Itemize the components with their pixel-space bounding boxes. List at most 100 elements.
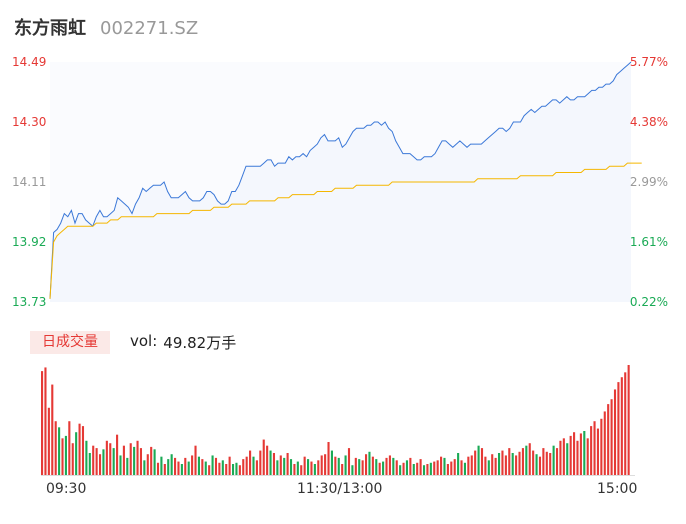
volume-bar bbox=[109, 443, 112, 475]
volume-bar bbox=[242, 459, 245, 475]
volume-bar bbox=[156, 462, 160, 475]
volume-bar bbox=[307, 459, 310, 475]
volume-bar bbox=[174, 457, 177, 475]
volume-bar bbox=[480, 448, 484, 475]
volume-bar bbox=[511, 453, 514, 475]
volume-bar bbox=[388, 455, 391, 475]
volume-bar bbox=[470, 455, 473, 475]
volume-bar bbox=[272, 453, 276, 475]
volume-bar bbox=[416, 462, 419, 475]
volume-bar bbox=[341, 464, 344, 475]
volume-bar bbox=[358, 459, 361, 475]
volume-bar bbox=[262, 439, 265, 475]
volume-tab[interactable]: 日成交量 bbox=[30, 331, 110, 354]
volume-bar bbox=[330, 450, 333, 475]
volume-bar bbox=[276, 460, 279, 475]
volume-bar bbox=[361, 460, 364, 475]
volume-bar bbox=[136, 440, 139, 475]
volume-bar bbox=[180, 464, 183, 475]
volume-bar bbox=[573, 432, 576, 475]
volume-bar bbox=[289, 459, 293, 475]
volume-bar bbox=[334, 456, 337, 475]
volume-bar bbox=[484, 456, 487, 475]
volume-bar bbox=[88, 453, 91, 475]
volume-bar bbox=[426, 464, 429, 475]
volume-bar bbox=[497, 453, 501, 475]
volume-bar bbox=[457, 453, 460, 475]
volume-bar bbox=[545, 451, 548, 475]
volume-bar bbox=[51, 384, 54, 475]
volume-bar bbox=[569, 435, 572, 475]
volume-bar bbox=[532, 450, 535, 475]
volume-bar bbox=[129, 443, 132, 475]
volume-bar bbox=[463, 462, 466, 475]
volume-bar bbox=[354, 457, 357, 475]
volume-bar bbox=[249, 450, 252, 475]
volume-bar bbox=[61, 438, 64, 475]
volume-bar bbox=[204, 461, 207, 475]
volume-bar bbox=[122, 445, 125, 475]
volume-bar bbox=[300, 465, 303, 475]
volume-bar bbox=[385, 457, 388, 475]
volume-bar bbox=[453, 459, 456, 475]
volume-chart bbox=[41, 365, 635, 476]
volume-bar bbox=[371, 456, 374, 475]
volume-bar bbox=[133, 446, 136, 475]
y-tick-left: 14.11 bbox=[12, 175, 46, 189]
average-price-line bbox=[49, 162, 642, 299]
volume-bar bbox=[184, 457, 187, 475]
volume-bar bbox=[603, 411, 606, 475]
volume-bar bbox=[395, 460, 398, 475]
volume-bar bbox=[310, 461, 313, 475]
volume-bar bbox=[102, 449, 105, 475]
volume-bar bbox=[525, 445, 528, 475]
volume-bar bbox=[620, 377, 623, 475]
volume-bar bbox=[405, 460, 409, 475]
volume-bar bbox=[344, 455, 347, 475]
volume-bar bbox=[491, 454, 494, 475]
volume-bar bbox=[440, 456, 443, 475]
volume-bar bbox=[75, 432, 78, 475]
y-tick-left: 14.49 bbox=[12, 55, 46, 69]
volume-bar bbox=[201, 459, 204, 475]
volume-bar bbox=[235, 462, 238, 475]
volume-bar bbox=[139, 448, 143, 475]
volume-bar bbox=[327, 442, 330, 475]
volume-bar bbox=[214, 457, 218, 475]
volume-bar bbox=[105, 440, 108, 475]
y-tick-left: 13.73 bbox=[12, 295, 46, 309]
volume-bar bbox=[252, 456, 255, 475]
volume-bar bbox=[98, 454, 102, 475]
volume-bar bbox=[71, 443, 74, 475]
price-chart: 14.49 14.30 14.11 13.92 13.73 5.77% 4.38% 2.99%… bbox=[12, 55, 668, 309]
volume-bar bbox=[150, 446, 153, 475]
volume-bar bbox=[317, 460, 320, 475]
volume-bar bbox=[320, 455, 323, 475]
volume-bar bbox=[41, 371, 44, 475]
volume-bar bbox=[501, 450, 504, 475]
volume-bar bbox=[508, 448, 511, 475]
volume-bar bbox=[47, 407, 50, 475]
y-tick-right: 2.99% bbox=[630, 175, 668, 189]
volume-bar bbox=[116, 434, 119, 475]
volume-bar bbox=[610, 399, 613, 475]
volume-bar bbox=[92, 445, 95, 475]
y-tick-right: 0.22% bbox=[630, 295, 668, 309]
volume-bar bbox=[269, 450, 272, 475]
volume-bar bbox=[218, 462, 221, 475]
volume-bar bbox=[617, 382, 620, 475]
y-tick-right: 4.38% bbox=[630, 115, 668, 129]
volume-bar bbox=[559, 440, 562, 475]
volume-bar bbox=[313, 464, 316, 475]
volume-bar bbox=[504, 455, 507, 475]
y-tick-right: 5.77% bbox=[630, 55, 668, 69]
volume-bar bbox=[419, 459, 422, 475]
volume-bar bbox=[54, 421, 57, 475]
volume-bar bbox=[324, 454, 327, 475]
volume-bar bbox=[160, 456, 163, 475]
volume-bar bbox=[187, 461, 190, 475]
volume-bar bbox=[208, 465, 211, 475]
volume-bar bbox=[191, 455, 194, 475]
volume-bar bbox=[177, 461, 180, 475]
volume-bar bbox=[225, 464, 228, 475]
